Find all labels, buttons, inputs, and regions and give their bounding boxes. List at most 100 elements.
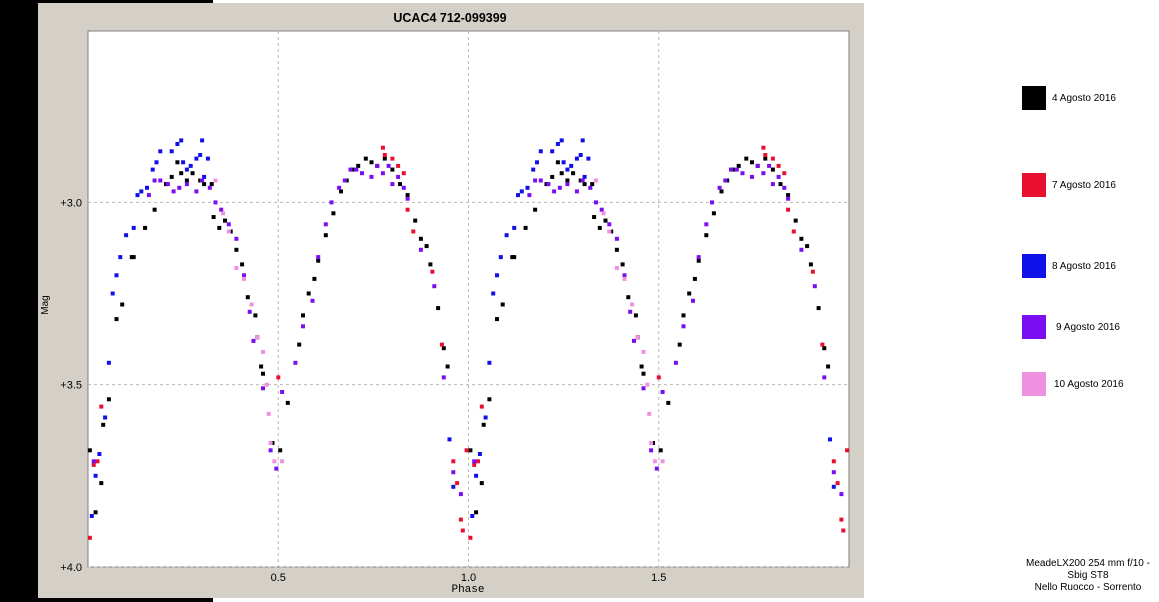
data-point <box>614 266 619 270</box>
data-point <box>390 167 395 172</box>
data-point <box>451 484 456 489</box>
data-point <box>481 422 486 427</box>
credits-line-telescope: MeadeLX200 254 mm f/10 - <box>1026 558 1150 569</box>
data-point <box>582 174 587 179</box>
chart-frame: UCAC4 712-099399 0.5 1.0 1.5 +3.0 +3.5 +4.0 P… <box>38 3 864 598</box>
data-point <box>213 200 218 205</box>
data-point <box>428 262 433 267</box>
data-point <box>261 349 265 354</box>
legend-entry-4-agosto: 4 Agosto 2016 <box>1022 86 1116 110</box>
data-point <box>253 313 258 318</box>
data-point <box>301 313 305 318</box>
data-point <box>266 411 271 416</box>
data-point <box>242 273 246 278</box>
data-point <box>810 269 815 274</box>
data-point <box>211 215 216 219</box>
data-point <box>632 338 636 343</box>
data-point <box>171 189 176 194</box>
x-tick-label: 0.5 <box>271 572 286 584</box>
data-point <box>588 185 593 190</box>
data-point <box>599 207 604 212</box>
data-point <box>791 229 796 234</box>
data-point <box>369 174 374 179</box>
data-point <box>184 182 189 187</box>
data-point <box>158 149 163 154</box>
legend-label: 7 Agosto 2016 <box>1052 179 1116 191</box>
data-point <box>93 510 98 515</box>
data-point <box>527 193 532 198</box>
data-point <box>533 207 538 212</box>
data-point <box>786 193 791 198</box>
data-point <box>418 236 423 241</box>
data-point <box>213 178 218 183</box>
data-point <box>594 200 598 205</box>
data-point <box>472 459 477 464</box>
data-point <box>460 528 465 533</box>
y-axis-label: Mag <box>40 295 51 314</box>
data-point <box>251 338 256 343</box>
data-point <box>143 225 148 230</box>
data-point <box>601 211 606 216</box>
data-point <box>782 171 787 176</box>
data-point <box>770 156 775 161</box>
data-point <box>268 448 273 453</box>
data-point <box>99 481 104 486</box>
data-point <box>101 422 106 427</box>
legend-entry-9-agosto: 9 Agosto 2016 <box>1022 315 1120 339</box>
data-point <box>491 291 496 296</box>
data-point <box>356 163 361 168</box>
data-point <box>470 514 475 518</box>
data-point <box>306 291 311 296</box>
data-point <box>647 411 652 416</box>
data-point <box>405 193 410 198</box>
data-point <box>649 448 654 453</box>
data-point <box>660 459 665 464</box>
data-point <box>550 174 555 179</box>
tick-layer: 0.5 1.0 1.5 +3.0 +3.5 +4.0 <box>60 197 666 584</box>
data-point <box>200 178 205 183</box>
data-point <box>565 178 570 183</box>
data-point <box>120 302 125 307</box>
data-point <box>652 459 657 464</box>
data-point <box>734 167 739 172</box>
data-point <box>405 207 410 212</box>
data-point <box>620 262 625 267</box>
data-point <box>763 153 768 157</box>
y-tick-label: +3.0 <box>60 197 82 209</box>
data-point <box>198 153 203 157</box>
data-point <box>139 189 144 194</box>
data-point <box>106 397 111 402</box>
data-point <box>658 448 663 453</box>
data-point <box>820 342 825 347</box>
data-point <box>87 535 92 540</box>
data-point <box>209 182 214 187</box>
data-point <box>822 346 827 351</box>
data-point <box>188 163 193 168</box>
data-point <box>458 517 463 522</box>
data-point <box>476 459 480 464</box>
data-point <box>114 317 119 322</box>
data-point <box>424 244 429 249</box>
x-tick-label: 1.0 <box>461 572 476 584</box>
data-point <box>396 163 401 168</box>
data-point <box>574 189 579 194</box>
data-point <box>717 185 722 190</box>
data-point <box>405 196 410 201</box>
data-point <box>158 178 163 183</box>
data-point <box>245 295 250 300</box>
data-point <box>479 404 484 409</box>
data-point <box>571 171 576 176</box>
data-point <box>103 415 108 420</box>
data-point <box>590 182 595 187</box>
data-point <box>531 167 536 172</box>
data-point <box>401 171 406 176</box>
data-point <box>472 462 477 467</box>
data-point <box>839 492 844 497</box>
data-point <box>447 437 452 442</box>
data-point <box>382 156 387 161</box>
data-point <box>681 324 686 329</box>
data-point <box>630 302 635 307</box>
data-point <box>622 273 627 278</box>
data-point <box>776 174 781 179</box>
data-point <box>474 510 479 515</box>
